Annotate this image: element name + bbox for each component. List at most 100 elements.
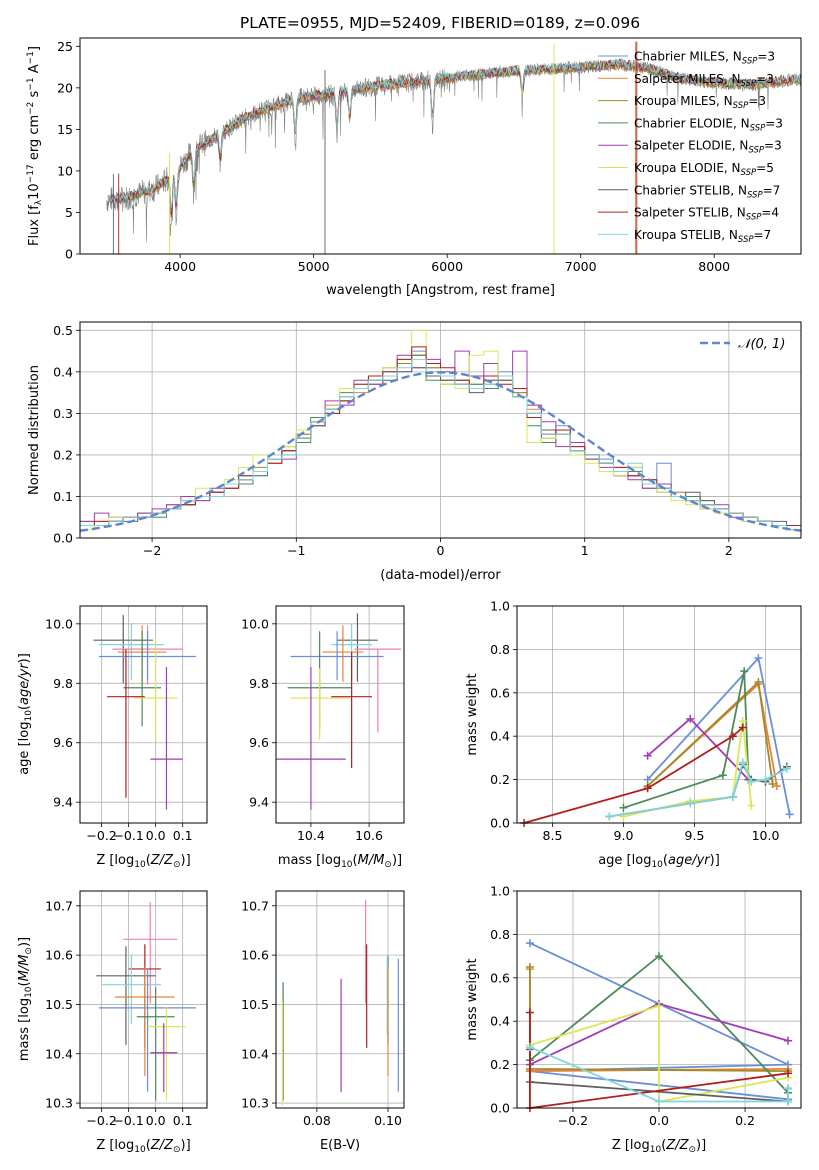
y-label-part: s bbox=[27, 90, 42, 101]
x-tick-label: −0.2 bbox=[86, 1113, 116, 1128]
y-tick-label: 0.4 bbox=[53, 364, 73, 379]
legend-label-text: Kroupa ELODIE, N bbox=[634, 161, 741, 175]
plus-marker bbox=[768, 779, 777, 788]
series-line bbox=[646, 682, 778, 787]
label-part: ( bbox=[146, 1138, 151, 1153]
plus-marker bbox=[747, 777, 756, 786]
y-tick-label: 1.0 bbox=[490, 599, 510, 614]
x-tick-label: 0.0 bbox=[146, 1113, 166, 1128]
legend-label-sub: SSP bbox=[741, 79, 757, 89]
label-part: )] bbox=[17, 653, 32, 663]
legend-label: Kroupa MILES, NSSP=3 bbox=[634, 94, 766, 111]
legend-label-n: =5 bbox=[756, 161, 774, 175]
plus-marker bbox=[738, 723, 747, 732]
y-tick-label: 0.8 bbox=[490, 927, 510, 942]
label-part: ( bbox=[663, 853, 668, 868]
x-tick-label: 0.08 bbox=[303, 1113, 331, 1128]
label-part: mass [log bbox=[17, 998, 32, 1061]
legend-label: Kroupa STELIB, NSSP=7 bbox=[634, 228, 771, 245]
y-axis-label: mass weight bbox=[465, 958, 480, 1040]
y-tick-label: 10.4 bbox=[45, 1046, 73, 1061]
legend-label: Kroupa ELODIE, NSSP=5 bbox=[634, 161, 774, 178]
legend-label: Chabrier MILES, NSSP=3 bbox=[634, 50, 775, 67]
x-tick-label: −0.1 bbox=[113, 1113, 143, 1128]
legend-label-sub: SSP bbox=[746, 213, 762, 223]
label-part: ⊙ bbox=[173, 1145, 181, 1155]
y-tick-label: 10.3 bbox=[45, 1096, 73, 1111]
series-line bbox=[529, 1046, 789, 1103]
plus-marker bbox=[728, 792, 737, 801]
plus-marker bbox=[655, 1002, 663, 1011]
x-tick-label: 0 bbox=[437, 543, 445, 558]
label-part: ⊙ bbox=[688, 1145, 696, 1155]
label-part: )] bbox=[696, 1138, 706, 1153]
x-tick-label: 5000 bbox=[298, 259, 330, 274]
plus-marker bbox=[643, 784, 652, 793]
label-part: ⊙ bbox=[173, 860, 181, 870]
y-tick-label: 9.8 bbox=[249, 676, 269, 691]
y-tick-label: 15 bbox=[57, 122, 73, 137]
label-part: M/M bbox=[17, 955, 32, 982]
y-label-part: −1 bbox=[26, 51, 36, 64]
plus-marker bbox=[761, 775, 770, 784]
label-part: 10 bbox=[24, 710, 34, 722]
legend-label-sub: SSP bbox=[748, 146, 764, 156]
x-axis-label: Z [log10(Z/Z⊙)] bbox=[96, 1138, 190, 1155]
y-tick-label: 0.2 bbox=[53, 447, 73, 462]
plus-marker bbox=[619, 803, 628, 812]
label-part: 10 bbox=[24, 986, 34, 998]
legend-label-sub: SSP bbox=[742, 57, 758, 67]
label-part: Z/Z bbox=[665, 1138, 689, 1153]
x-tick-label: 0.10 bbox=[374, 1113, 402, 1128]
x-axis-label: Z [log10(Z/Z⊙)] bbox=[96, 853, 190, 870]
y-label-part: erg cm bbox=[27, 115, 42, 164]
plus-marker bbox=[728, 732, 737, 741]
label-part: mass [log bbox=[278, 853, 341, 868]
normal-curve-line bbox=[79, 371, 802, 532]
y-tick-label: 25 bbox=[57, 39, 73, 54]
y-tick-label: 0.2 bbox=[490, 1057, 510, 1072]
label-part: Z/Z bbox=[150, 853, 174, 868]
label-part: age [log bbox=[598, 853, 651, 868]
mass-vs-ebv-panel: 0.08 0.10 10.3 10.4 10.5 10.6 10.7 E(B-V) bbox=[241, 890, 405, 1153]
plus-marker bbox=[782, 764, 791, 773]
x-axis-label: Z [log10(Z/Z⊙)] bbox=[612, 1138, 706, 1155]
plus-marker bbox=[655, 1097, 663, 1106]
axes-frame bbox=[79, 37, 802, 255]
y-label-part: λ bbox=[34, 199, 44, 205]
spectrum-panel: 4000 5000 6000 7000 8000 0 5 10 15 20 25 wavelength… bbox=[26, 37, 802, 298]
x-axis-label: E(B-V) bbox=[320, 1138, 360, 1153]
y-tick-label: 0.4 bbox=[490, 729, 510, 744]
label-part: Z [log bbox=[96, 853, 134, 868]
legend-label-text: Salpeter ELODIE, N bbox=[634, 139, 748, 153]
y-tick-label: 10.7 bbox=[241, 898, 269, 913]
label-part: ( bbox=[353, 853, 358, 868]
x-tick-label: −1 bbox=[287, 543, 305, 558]
x-tick-label: 10.6 bbox=[355, 828, 383, 843]
series-line bbox=[646, 680, 774, 787]
x-tick-label: 0.0 bbox=[146, 828, 166, 843]
legend-label-sub: SSP bbox=[738, 235, 754, 245]
legend-label: Salpeter STELIB, NSSP=4 bbox=[634, 206, 779, 223]
x-tick-label: 8000 bbox=[698, 259, 730, 274]
label-part: ⊙ bbox=[24, 947, 34, 955]
legend-label-n: =3 bbox=[756, 72, 774, 86]
y-axis-label: mass weight bbox=[465, 673, 480, 755]
y-label-part: ] bbox=[27, 46, 42, 51]
label-part: ( bbox=[17, 981, 32, 986]
y-tick-label: 5 bbox=[65, 205, 73, 220]
x-axis-label: mass [log10(M/M⊙)] bbox=[278, 853, 402, 870]
age-vs-mass-panel: 10.4 10.6 9.4 9.6 9.8 10.0 mass [log10(M/M⊙)] bbox=[241, 605, 405, 870]
label-part: 10 bbox=[651, 860, 663, 870]
y-tick-label: 9.4 bbox=[249, 795, 269, 810]
y-tick-label: 10 bbox=[57, 163, 73, 178]
age-vs-metallicity-panel: −0.2−0.1 0.0 0.19.49.69.810.0Z [log10(Z/Z⊙… bbox=[17, 605, 208, 870]
x-tick-label: 8.5 bbox=[543, 828, 563, 843]
legend-label-n: =3 bbox=[764, 139, 782, 153]
label-part: Z [log bbox=[612, 1138, 650, 1153]
plus-marker bbox=[738, 758, 747, 767]
y-label-part: Flux [f bbox=[27, 205, 42, 246]
y-tick-label: 0.1 bbox=[53, 489, 73, 504]
legend-label: Chabrier STELIB, NSSP=7 bbox=[634, 183, 780, 200]
label-part: )] bbox=[710, 853, 720, 868]
